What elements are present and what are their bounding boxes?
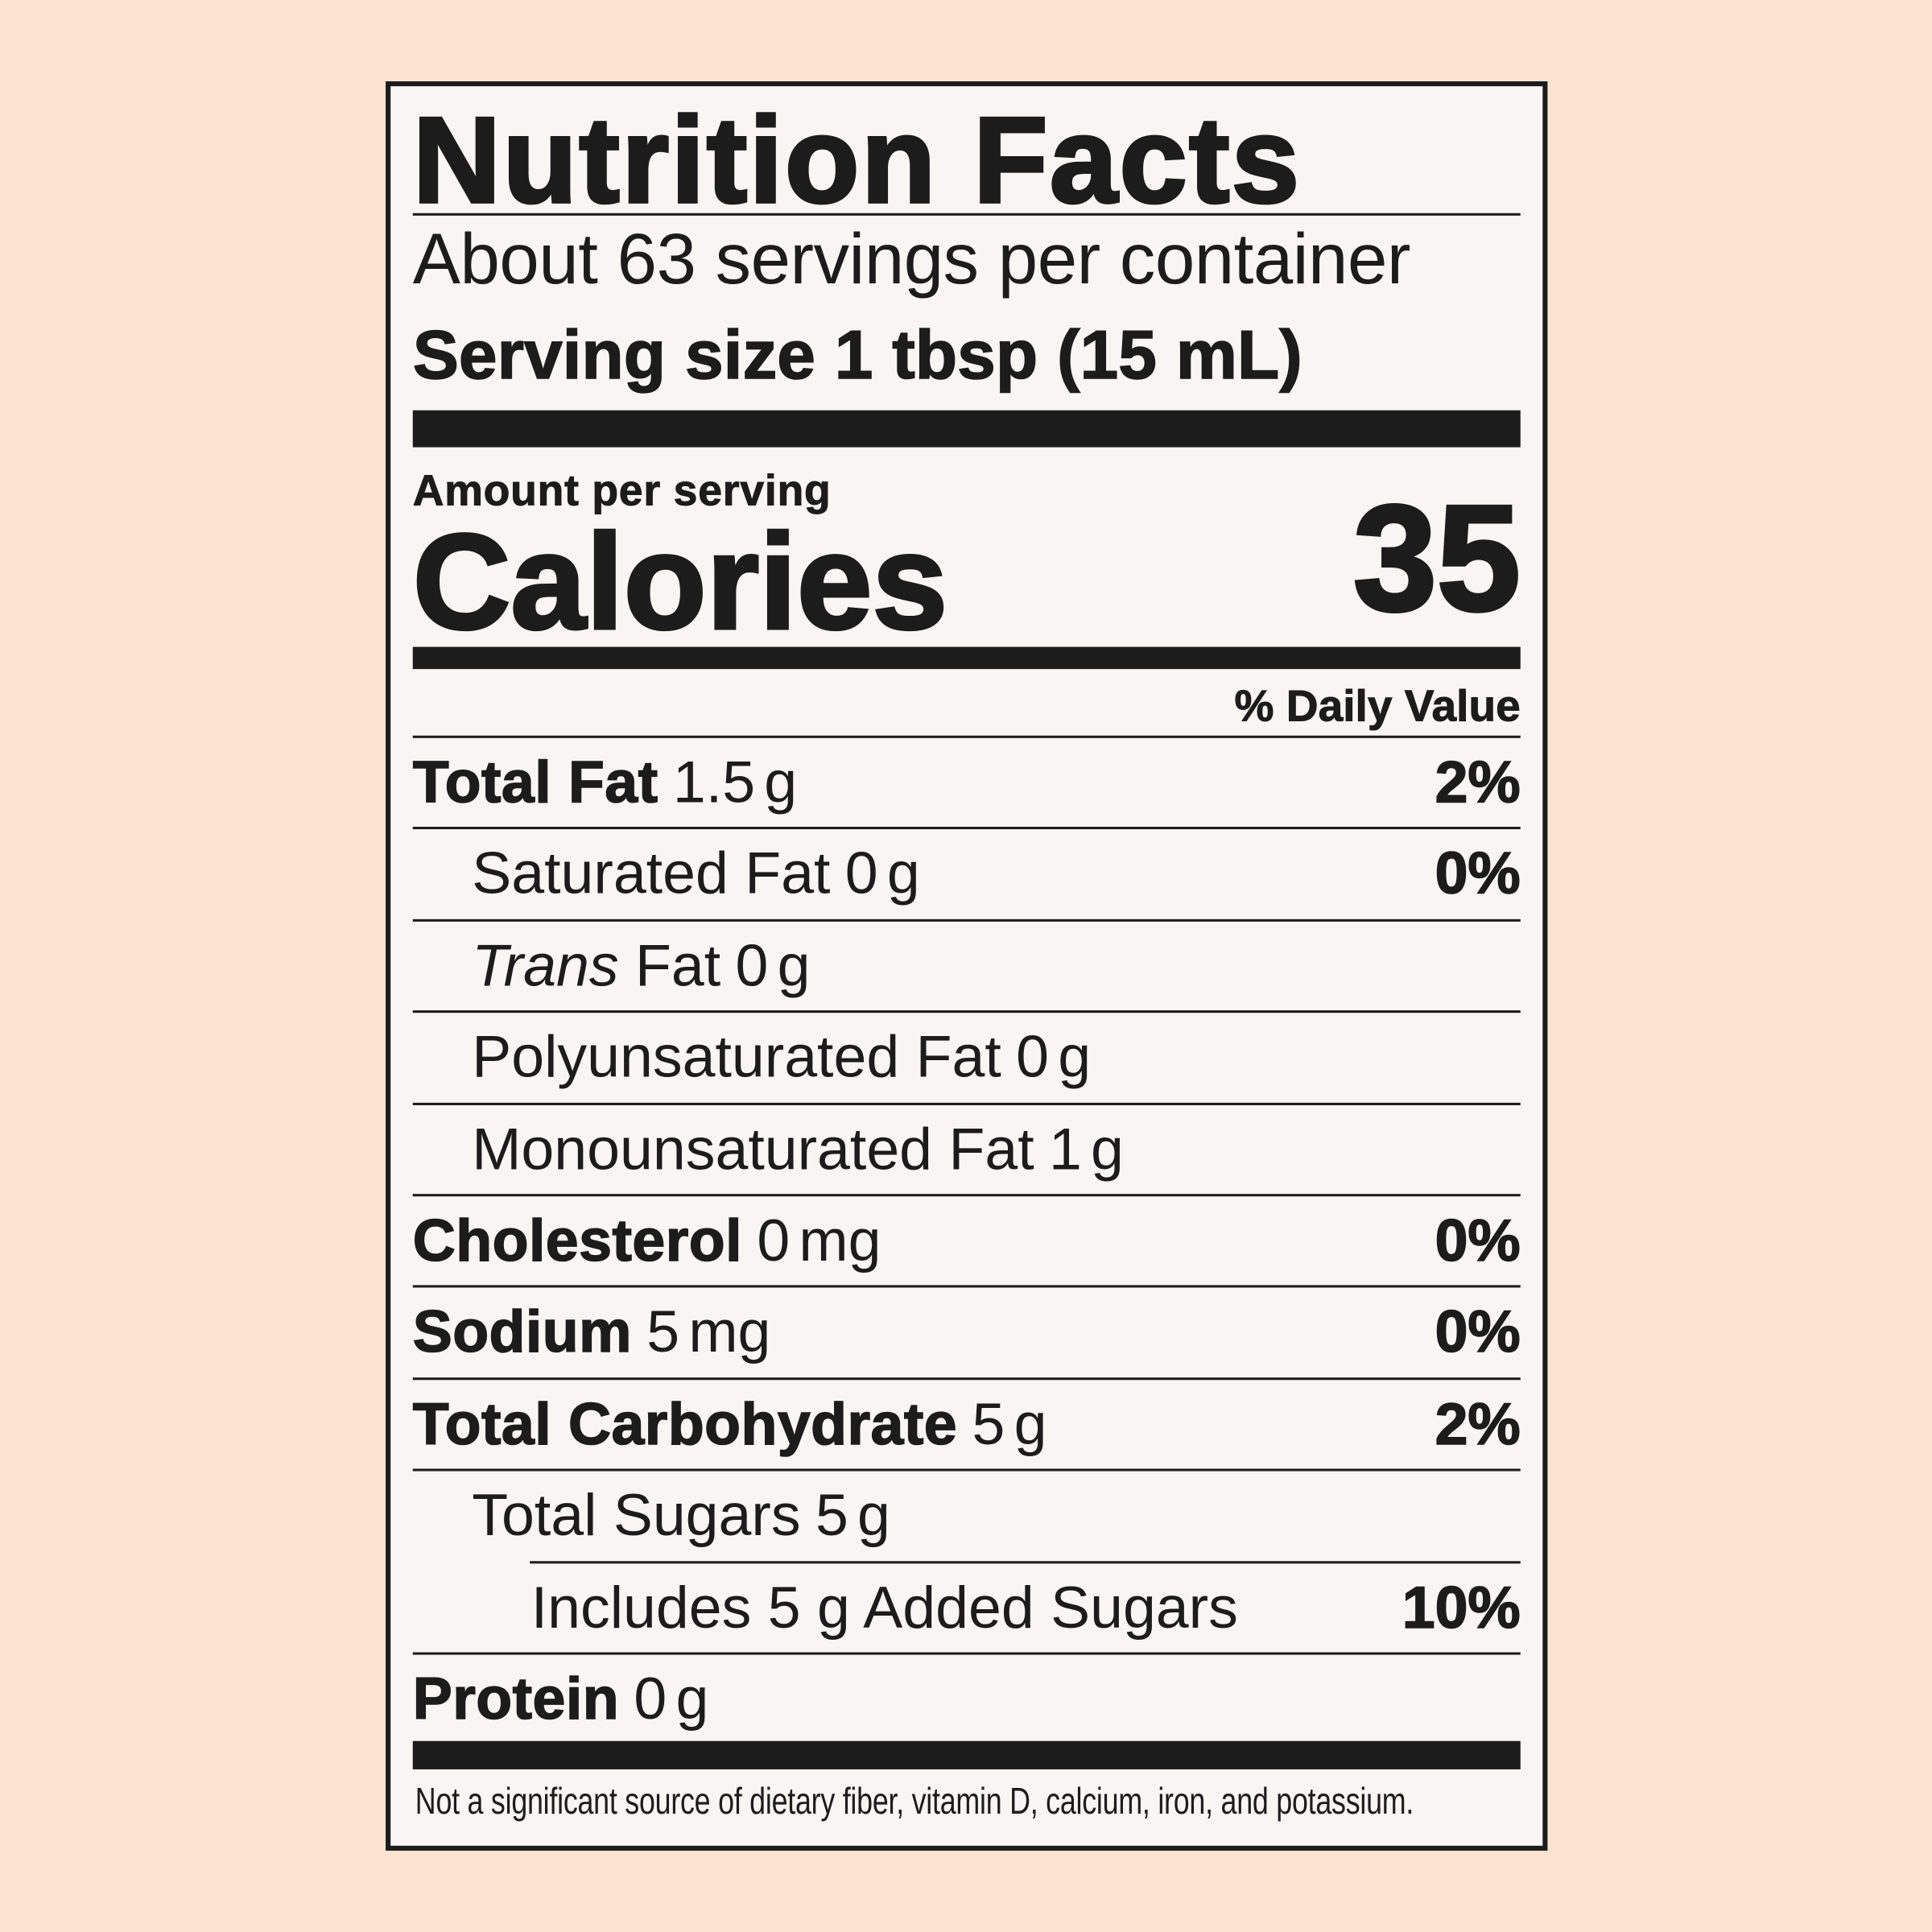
nutrient-amount: 1.5 g bbox=[672, 750, 798, 816]
nutrition-facts-label: Nutrition Facts About 63 servings per co… bbox=[386, 81, 1548, 1851]
nutrient-row: Sodium 5 mg 0% bbox=[412, 1285, 1521, 1377]
nutrient-row: Monounsaturated Fat 1 g bbox=[412, 1102, 1521, 1194]
nutrient-row: Trans Fat 0 g bbox=[412, 919, 1521, 1010]
thick-divider-bottom bbox=[412, 1740, 1521, 1769]
nutrient-row: Includes 5 g Added Sugars 10% bbox=[413, 1560, 1521, 1653]
nutrient-text: Total Carbohydrate 5 g bbox=[412, 1391, 1047, 1458]
nutrient-row: Polyunsaturated Fat 0 g bbox=[412, 1010, 1521, 1102]
nutrient-amount: 1 g bbox=[1048, 1117, 1124, 1183]
nutrient-amount: 5 mg bbox=[646, 1300, 771, 1366]
nutrient-row: Total Fat 1.5 g 2% bbox=[412, 735, 1521, 828]
daily-value-percent: 0% bbox=[1435, 841, 1521, 908]
nutrient-text: Saturated Fat 0 g bbox=[413, 841, 920, 908]
daily-value-percent: 10% bbox=[1402, 1575, 1521, 1641]
serving-size: Serving size 1 tbsp (15 mL) bbox=[412, 315, 1303, 394]
footnote: Not a significant source of dietary fibe… bbox=[415, 1781, 1414, 1823]
nutrient-text: Cholesterol 0 mg bbox=[412, 1208, 881, 1275]
nutrient-name: Monounsaturated Fat bbox=[472, 1117, 1034, 1183]
nutrient-name: Includes 5 g Added Sugars bbox=[530, 1575, 1238, 1641]
nutrient-name: Protein bbox=[412, 1666, 620, 1733]
nutrient-text: Includes 5 g Added Sugars bbox=[413, 1575, 1238, 1641]
nutrient-row: Saturated Fat 0 g 0% bbox=[412, 827, 1521, 919]
divider bbox=[530, 1560, 1521, 1563]
nutrient-name: Fat bbox=[618, 933, 721, 999]
label-title: Nutrition Facts bbox=[411, 91, 1302, 229]
medium-divider bbox=[412, 646, 1521, 670]
nutrient-row: Protein 0 g bbox=[412, 1652, 1521, 1744]
nutrient-name: Saturated Fat bbox=[472, 841, 831, 908]
nutrient-amount: 5 g bbox=[815, 1484, 890, 1550]
servings-per-container: About 63 servings per container bbox=[412, 219, 1411, 299]
nutrient-amount: 0 g bbox=[1016, 1025, 1092, 1091]
nutrient-name: Cholesterol bbox=[412, 1208, 742, 1275]
amount-per-serving: Amount per serving bbox=[412, 467, 832, 515]
nutrient-row: Cholesterol 0 mg 0% bbox=[412, 1194, 1521, 1286]
nutrient-name: Total Fat bbox=[412, 749, 658, 816]
nutrient-name: Polyunsaturated Fat bbox=[472, 1025, 1001, 1091]
nutrient-text: Polyunsaturated Fat 0 g bbox=[413, 1026, 1091, 1091]
daily-value-percent: 0% bbox=[1435, 1300, 1521, 1367]
nutrient-text: Trans Fat 0 g bbox=[413, 933, 811, 999]
nutrient-name-italic: Trans bbox=[472, 933, 619, 999]
daily-value-percent: 2% bbox=[1435, 749, 1521, 816]
nutrient-text: Protein 0 g bbox=[412, 1666, 709, 1733]
nutrient-rows: Total Fat 1.5 g 2% Saturated Fat 0 g 0% Trans … bbox=[412, 735, 1521, 1744]
calories-value: 35 bbox=[1352, 474, 1522, 642]
nutrient-amount: 0 mg bbox=[757, 1208, 881, 1274]
nutrient-amount: 0 g bbox=[634, 1666, 709, 1732]
nutrient-row: Total Sugars 5 g bbox=[412, 1468, 1521, 1561]
nutrient-text: Monounsaturated Fat 1 g bbox=[413, 1117, 1124, 1183]
daily-value-percent: 2% bbox=[1435, 1391, 1521, 1458]
nutrient-name: Total Carbohydrate bbox=[412, 1391, 958, 1458]
nutrient-amount: 5 g bbox=[972, 1392, 1047, 1458]
nutrient-name: Total Sugars bbox=[472, 1484, 801, 1550]
daily-value-percent: 0% bbox=[1435, 1208, 1521, 1275]
nutrient-amount: 0 g bbox=[844, 841, 920, 908]
nutrient-text: Total Fat 1.5 g bbox=[412, 749, 798, 816]
nutrient-text: Total Sugars 5 g bbox=[413, 1484, 890, 1549]
nutrient-row: Total Carbohydrate 5 g 2% bbox=[412, 1377, 1521, 1469]
daily-value-header: % Daily Value bbox=[1234, 679, 1521, 731]
calories-label: Calories bbox=[411, 506, 949, 658]
nutrient-amount: 0 g bbox=[735, 933, 811, 999]
nutrient-name: Sodium bbox=[412, 1300, 632, 1367]
nutrient-text: Sodium 5 mg bbox=[412, 1300, 771, 1367]
thick-divider bbox=[412, 410, 1521, 448]
divider bbox=[412, 213, 1521, 216]
